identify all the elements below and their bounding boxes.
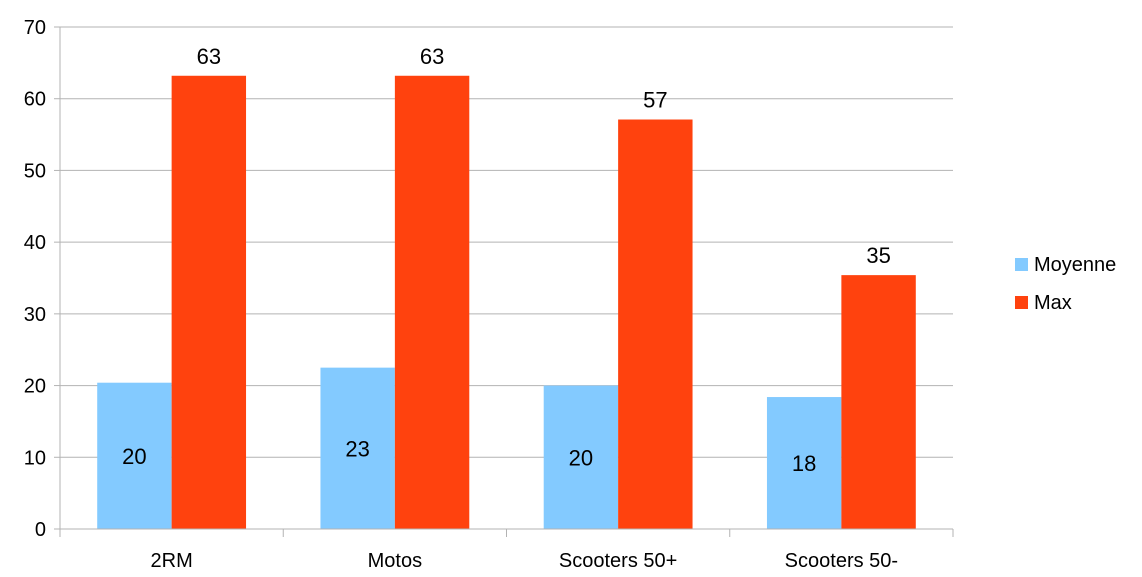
data-label: 63: [420, 44, 444, 69]
x-category-label: 2RM: [151, 550, 193, 572]
y-tick-label: 60: [24, 89, 46, 111]
legend: Moyenne Max: [1015, 254, 1116, 314]
data-label: 63: [197, 44, 221, 69]
y-tick-label: 30: [24, 304, 46, 326]
legend-swatch-max: [1015, 296, 1028, 309]
data-label: 20: [569, 445, 593, 470]
legend-label-moyenne: Moyenne: [1034, 254, 1116, 276]
y-tick-label: 50: [24, 160, 46, 182]
bar-moyenne: [543, 385, 619, 529]
bar-max: [171, 75, 247, 529]
bar-max: [841, 275, 916, 529]
data-labels: 20 63 23 63 20 57 18 35: [122, 44, 891, 476]
bar-moyenne: [97, 382, 172, 529]
legend-label-max: Max: [1034, 292, 1072, 314]
bar-moyenne: [320, 367, 395, 529]
legend-swatch-moyenne: [1015, 258, 1028, 271]
x-category-label: Motos: [368, 550, 422, 572]
data-label: 20: [122, 444, 146, 469]
y-tick-label: 10: [24, 447, 46, 469]
bar-moyenne: [766, 397, 842, 529]
x-category-label: Scooters 50+: [559, 550, 677, 572]
data-label: 57: [643, 88, 667, 113]
bar-max: [618, 119, 693, 530]
bars: [97, 75, 916, 530]
data-label: 35: [866, 243, 890, 268]
y-tick-label: 40: [24, 232, 46, 254]
data-label: 18: [792, 451, 816, 476]
data-label: 23: [345, 436, 369, 461]
y-tick-label: 0: [35, 519, 46, 541]
y-tick-label: 20: [24, 376, 46, 398]
bar-max: [394, 75, 470, 529]
y-tick-label: 70: [24, 17, 46, 39]
x-category-label: Scooters 50-: [785, 550, 898, 572]
axes: 0 10 20 30 40 50 60 70 2RM Motos Scooters 50+ Scoot…: [24, 17, 954, 572]
